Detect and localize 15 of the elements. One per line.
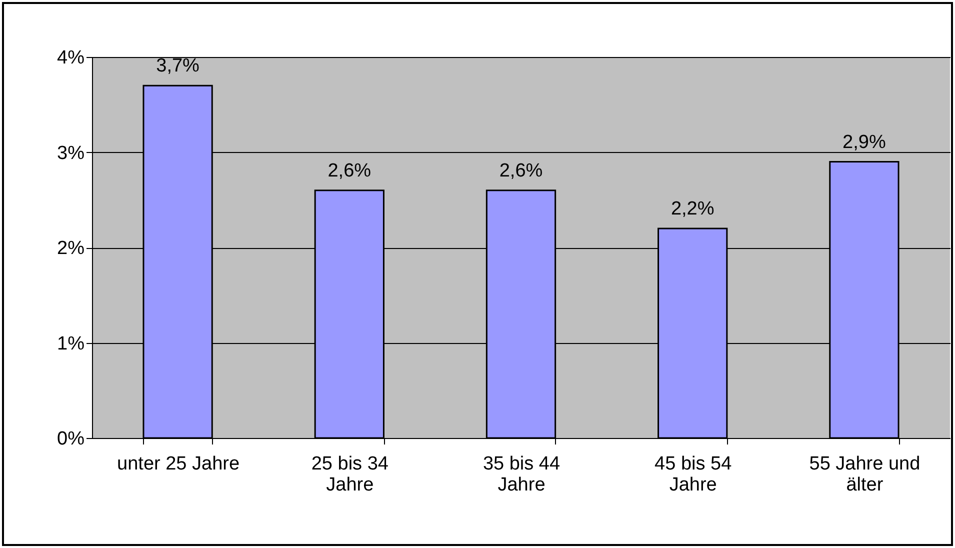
data-label: 2,9% bbox=[842, 132, 886, 153]
data-label: 2,6% bbox=[499, 160, 543, 182]
y-tick-label: 0% bbox=[57, 428, 85, 450]
data-label: 2,6% bbox=[328, 160, 372, 182]
data-label: 3,7% bbox=[156, 56, 200, 77]
y-tick-label: 4% bbox=[57, 48, 85, 68]
x-tick-label: 25 bis 34 Jahre bbox=[311, 454, 389, 496]
data-label: 2,2% bbox=[670, 198, 714, 220]
x-tick-label: unter 25 Jahre bbox=[117, 454, 240, 474]
y-tick-label: 1% bbox=[57, 333, 85, 354]
y-tick-label: 3% bbox=[57, 142, 85, 164]
x-tick-label: 45 bis 54 Jahre bbox=[654, 454, 732, 496]
y-tick-label: 2% bbox=[57, 238, 85, 259]
x-tick-label: 55 Jahre und älter bbox=[809, 454, 920, 496]
x-tick-label: 35 bis 44 Jahre bbox=[482, 454, 560, 496]
